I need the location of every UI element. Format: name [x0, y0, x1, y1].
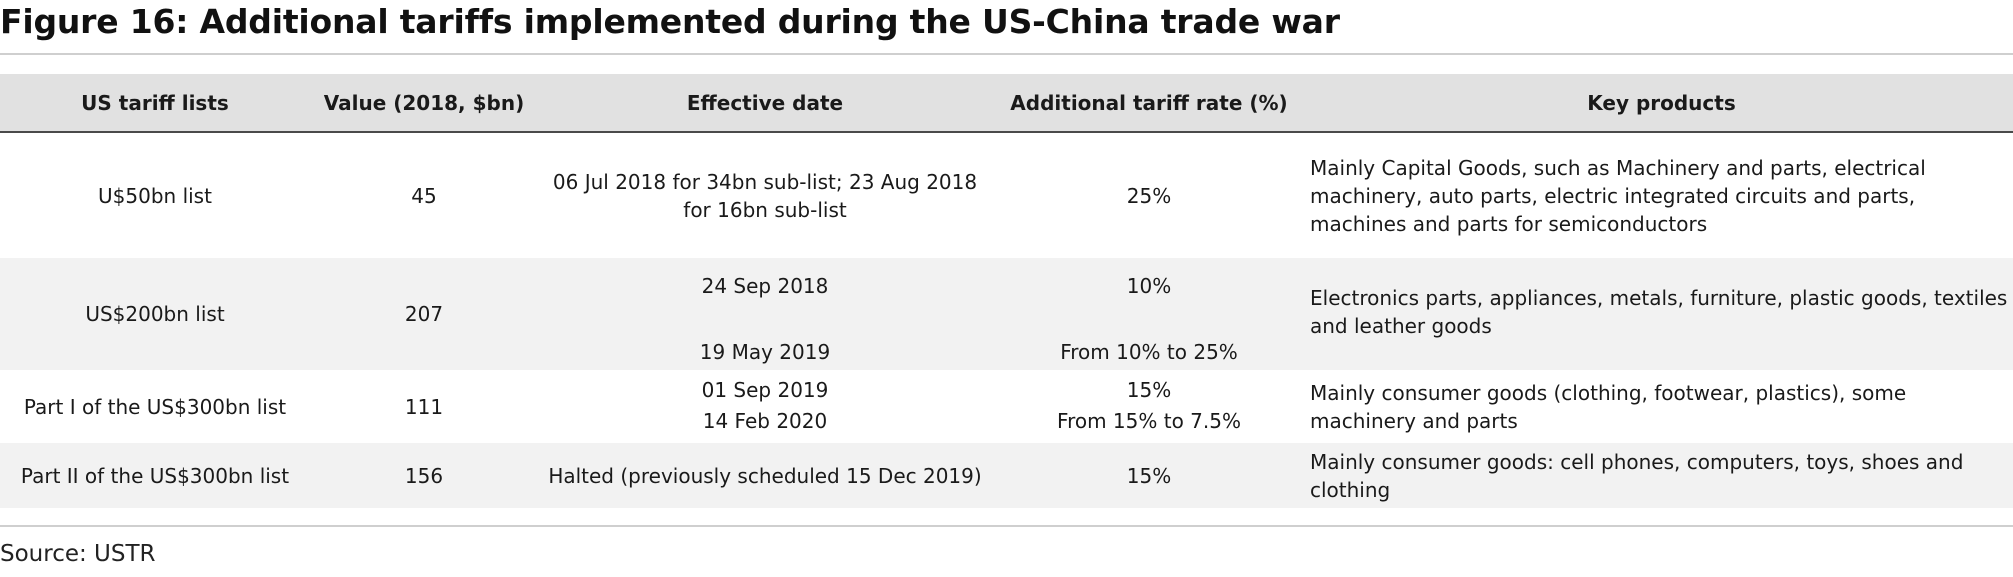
tariff-rate-text: From 15% to 7.5%	[1057, 409, 1241, 433]
table-row: Part II of the US$300bn list 156 Halted …	[0, 443, 2013, 508]
tariff-rate-text: 10%	[1126, 274, 1172, 298]
header-key-products: Key products	[1587, 90, 1736, 115]
bottom-divider	[0, 525, 2013, 527]
tariff-rate: 10% From 10% to 25%	[992, 258, 1306, 370]
tariff-list-name: US$200bn list	[85, 302, 225, 326]
tariff-rate-text: From 10% to 25%	[1060, 340, 1238, 364]
tariff-table: US tariff lists Value (2018, $bn) Effect…	[0, 74, 2013, 508]
table-row: Part I of the US$300bn list 111 01 Sep 2…	[0, 370, 2013, 443]
key-products: Mainly consumer goods (clothing, footwea…	[1310, 380, 1907, 433]
tariff-list-name: Part II of the US$300bn list	[20, 463, 290, 488]
tariff-value: 45	[411, 183, 437, 208]
effective-date: 06 Jul 2018 for 34bn sub-list; 23 Aug 20…	[538, 133, 992, 258]
effective-date: 24 Sep 2018 19 May 2019	[538, 258, 992, 370]
effective-date: 01 Sep 2019 14 Feb 2020	[538, 370, 992, 443]
key-products: Electronics parts, appliances, metals, f…	[1310, 286, 2008, 338]
table-row: US$200bn list 207 24 Sep 2018 19 May 201…	[0, 258, 2013, 370]
tariff-value: 111	[404, 394, 444, 419]
tariff-list-name: U$50bn list	[98, 183, 212, 208]
tariff-rate: 15%	[1126, 463, 1172, 488]
tariff-rate-text: 15%	[1126, 378, 1172, 402]
tariff-rate: 25%	[1126, 183, 1172, 208]
effective-date-text: 19 May 2019	[699, 340, 831, 364]
header-value: Value (2018, $bn)	[323, 90, 525, 115]
header-tariff-lists: US tariff lists	[81, 90, 229, 115]
header-tariff-rate: Additional tariff rate (%)	[1010, 90, 1288, 115]
effective-date-text: 14 Feb 2020	[702, 409, 828, 433]
tariff-value: 207	[404, 302, 444, 326]
effective-date-text: 06 Jul 2018 for 34bn sub-list; 23 Aug 20…	[552, 169, 978, 222]
key-products: Mainly consumer goods: cell phones, comp…	[1310, 449, 1964, 502]
effective-date-text: 01 Sep 2019	[701, 378, 829, 402]
table-row: U$50bn list 45 06 Jul 2018 for 34bn sub-…	[0, 133, 2013, 258]
table-header-row: US tariff lists Value (2018, $bn) Effect…	[0, 74, 2013, 133]
tariff-list-name: Part I of the US$300bn list	[23, 394, 287, 419]
effective-date-text: 24 Sep 2018	[701, 274, 829, 298]
figure-title: Figure 16: Additional tariffs implemente…	[0, 2, 1340, 41]
effective-date: Halted (previously scheduled 15 Dec 2019…	[548, 463, 982, 488]
source-note: Source: USTR	[0, 541, 156, 567]
key-products: Mainly Capital Goods, such as Machinery …	[1310, 155, 1926, 236]
tariff-value: 156	[404, 463, 444, 488]
tariff-rate: 15% From 15% to 7.5%	[992, 370, 1306, 443]
header-effective-date: Effective date	[686, 90, 844, 115]
top-divider	[0, 53, 2013, 55]
